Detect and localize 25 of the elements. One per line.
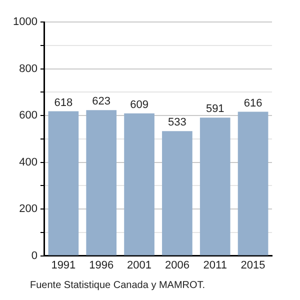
x-tick-label: 1996 <box>89 259 114 272</box>
y-tick-label: 600 <box>19 110 38 122</box>
data-label: 618 <box>54 96 73 109</box>
y-tick-label: 400 <box>19 156 38 168</box>
data-label: 623 <box>92 96 111 108</box>
bar <box>238 112 268 256</box>
y-tick-label: 1000 <box>12 16 38 28</box>
bar <box>162 131 192 256</box>
source-note: Fuente Statistique Canada y MAMROT. <box>30 280 206 291</box>
data-label: 609 <box>130 98 148 111</box>
y-tick-label: 800 <box>19 62 38 75</box>
x-tick-label: 2006 <box>164 259 190 272</box>
data-label: 533 <box>168 116 186 129</box>
x-tick-label: 2001 <box>127 259 152 272</box>
data-label: 616 <box>244 97 262 110</box>
bar <box>48 111 79 256</box>
y-tick-label: 0 <box>31 250 38 262</box>
x-tick-label: 2015 <box>240 259 266 272</box>
bar <box>200 118 230 256</box>
y-tick-label: 200 <box>19 203 38 216</box>
x-tick-label: 2011 <box>203 259 227 272</box>
x-tick-label: 1991 <box>51 259 76 272</box>
bar <box>86 110 117 256</box>
bar <box>124 113 154 256</box>
data-label: 591 <box>206 103 224 116</box>
